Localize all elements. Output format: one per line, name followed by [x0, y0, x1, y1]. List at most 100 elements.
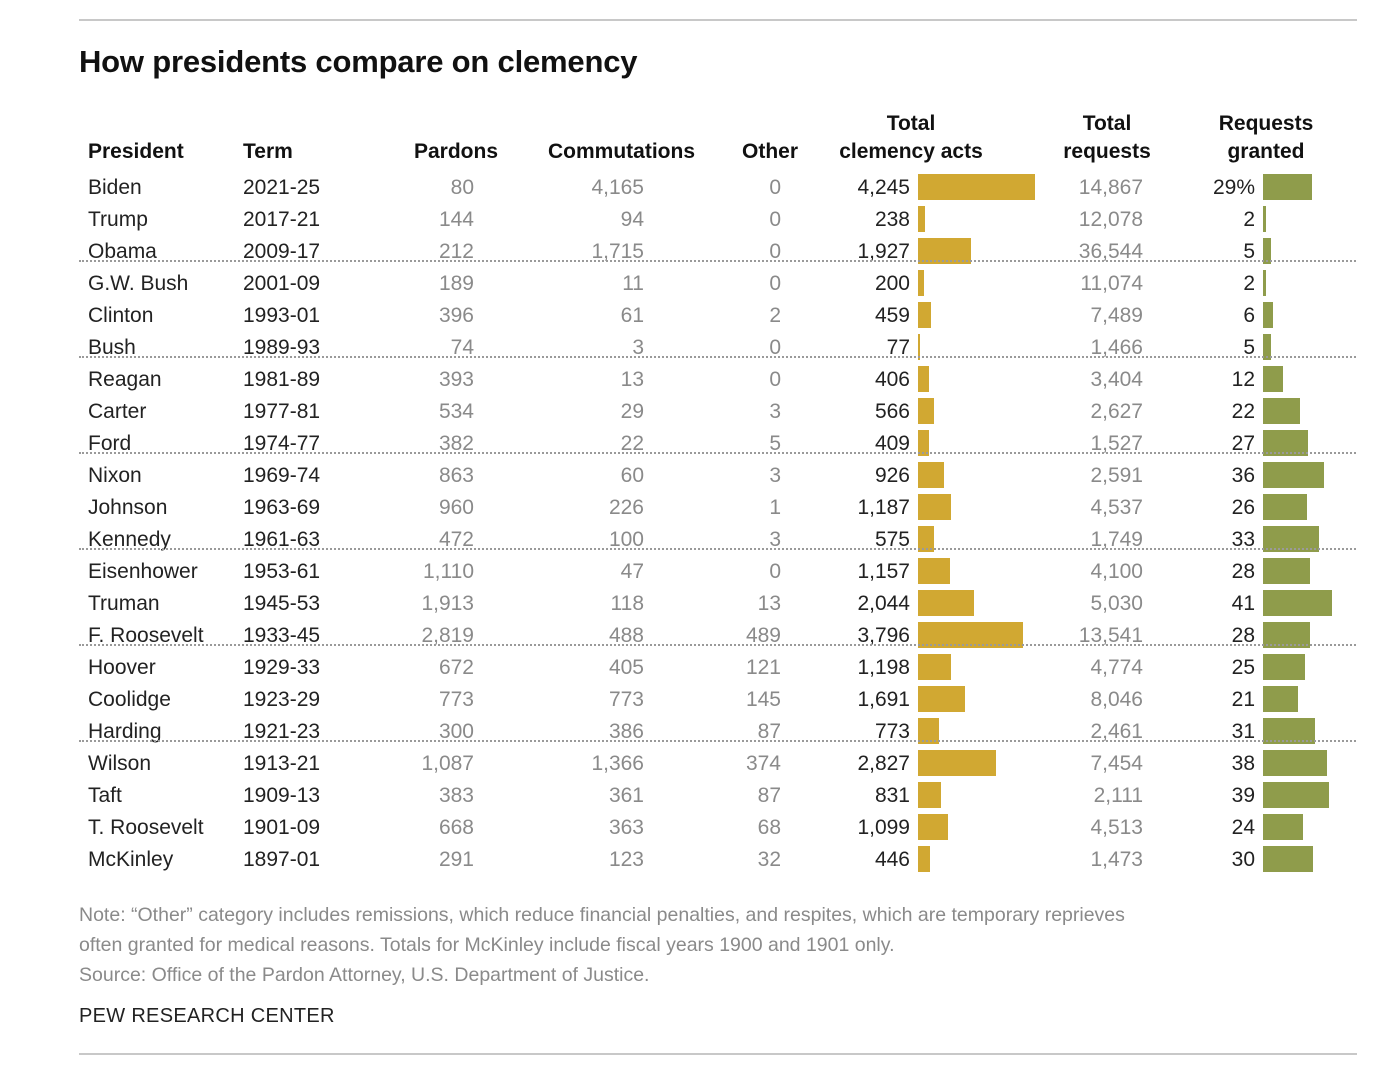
total-requests-value: 2,461	[1090, 720, 1143, 743]
requests-granted-value: 27	[1231, 432, 1255, 455]
total-acts-value: 1,927	[857, 240, 910, 263]
total-acts-bar	[918, 558, 950, 584]
requests-granted-bar	[1263, 270, 1267, 296]
requests-granted-bar	[1263, 558, 1311, 584]
president-name: Kennedy	[88, 528, 171, 551]
requests-granted-value: 6	[1243, 304, 1255, 327]
pardons-value: 382	[438, 432, 474, 455]
other-value: 87	[757, 720, 781, 743]
term: 1913-21	[243, 752, 321, 775]
total-acts-bar	[918, 398, 934, 424]
commutations-value: 1,715	[591, 240, 644, 263]
requests-granted-value: 29%	[1212, 176, 1255, 199]
requests-granted-bar	[1263, 590, 1332, 616]
term: 1961-63	[243, 528, 321, 551]
president-name: Obama	[88, 240, 157, 263]
term: 1989-93	[243, 336, 321, 359]
commutations-value: 488	[608, 624, 644, 647]
term: 1921-23	[243, 720, 321, 743]
requests-granted-bar	[1263, 814, 1304, 840]
other-value: 32	[757, 848, 781, 871]
president-name: Ford	[88, 432, 132, 455]
total-acts-bar	[918, 366, 930, 392]
requests-granted-bar	[1263, 174, 1312, 200]
requests-granted-value: 12	[1231, 368, 1255, 391]
commutations-value: 773	[608, 688, 644, 711]
requests-granted-bar	[1263, 206, 1267, 232]
president-name: G.W. Bush	[88, 272, 189, 295]
other-value: 3	[769, 528, 781, 551]
total-requests-value: 3,404	[1090, 368, 1143, 391]
president-name: T. Roosevelt	[88, 816, 204, 839]
requests-granted-value: 38	[1231, 752, 1255, 775]
commutations-value: 60	[620, 464, 644, 487]
total-requests-value: 5,030	[1090, 592, 1143, 615]
row-group-separator	[79, 452, 1356, 454]
other-value: 1	[769, 496, 781, 519]
term: 1993-01	[243, 304, 321, 327]
requests-granted-value: 25	[1231, 656, 1255, 679]
term: 1974-77	[243, 432, 321, 455]
requests-granted-value: 33	[1231, 528, 1255, 551]
commutations-value: 94	[620, 208, 644, 231]
total-requests-value: 7,489	[1090, 304, 1143, 327]
total-acts-value: 409	[874, 432, 910, 455]
pardons-value: 472	[438, 528, 474, 551]
president-name: Truman	[88, 592, 160, 615]
other-value: 2	[769, 304, 781, 327]
header-pardons: Pardons	[414, 140, 499, 163]
row-group-separator	[79, 356, 1356, 358]
commutations-value: 47	[620, 560, 644, 583]
header-granted-line1: Requests	[1218, 112, 1314, 135]
total-requests-value: 12,078	[1078, 208, 1143, 231]
pardons-value: 383	[438, 784, 474, 807]
other-value: 0	[769, 272, 781, 295]
other-value: 87	[757, 784, 781, 807]
total-acts-value: 200	[874, 272, 910, 295]
requests-granted-bar	[1263, 718, 1316, 744]
requests-granted-value: 26	[1231, 496, 1255, 519]
requests-granted-bar	[1263, 686, 1299, 712]
pardons-value: 393	[438, 368, 474, 391]
commutations-value: 226	[608, 496, 644, 519]
requests-granted-bar	[1263, 238, 1272, 264]
total-acts-bar	[918, 494, 951, 520]
requests-granted-value: 36	[1231, 464, 1255, 487]
requests-granted-value: 21	[1231, 688, 1255, 711]
requests-granted-bar	[1263, 782, 1329, 808]
total-acts-value: 77	[886, 336, 910, 359]
term: 2009-17	[243, 240, 321, 263]
requests-granted-value: 28	[1231, 560, 1255, 583]
pardons-value: 189	[438, 272, 474, 295]
total-requests-value: 2,111	[1093, 784, 1143, 807]
header-total-requests-line1: Total	[1082, 112, 1132, 135]
requests-granted-bar	[1263, 846, 1314, 872]
commutations-value: 11	[622, 272, 644, 295]
pardons-value: 212	[438, 240, 474, 263]
requests-granted-value: 2	[1243, 208, 1255, 231]
row-group-separator	[79, 740, 1356, 742]
total-acts-value: 1,157	[857, 560, 910, 583]
total-acts-value: 1,099	[857, 816, 910, 839]
requests-granted-bar	[1263, 366, 1284, 392]
total-acts-value: 1,198	[857, 656, 910, 679]
total-acts-value: 2,044	[857, 592, 910, 615]
president-name: Harding	[88, 720, 162, 743]
total-requests-value: 1,473	[1090, 848, 1143, 871]
other-value: 0	[769, 560, 781, 583]
total-acts-bar	[918, 846, 931, 872]
other-value: 5	[769, 432, 781, 455]
pardons-value: 672	[438, 656, 474, 679]
other-value: 0	[769, 208, 781, 231]
pardons-value: 773	[438, 688, 474, 711]
total-acts-value: 1,691	[857, 688, 910, 711]
total-acts-value: 926	[874, 464, 910, 487]
term: 1897-01	[243, 848, 321, 871]
total-acts-value: 4,245	[857, 176, 910, 199]
total-requests-value: 4,513	[1090, 816, 1143, 839]
total-requests-value: 1,749	[1090, 528, 1143, 551]
president-name: F. Roosevelt	[88, 624, 204, 647]
requests-granted-bar	[1263, 622, 1311, 648]
total-acts-bar	[918, 462, 944, 488]
pardons-value: 1,913	[421, 592, 474, 615]
